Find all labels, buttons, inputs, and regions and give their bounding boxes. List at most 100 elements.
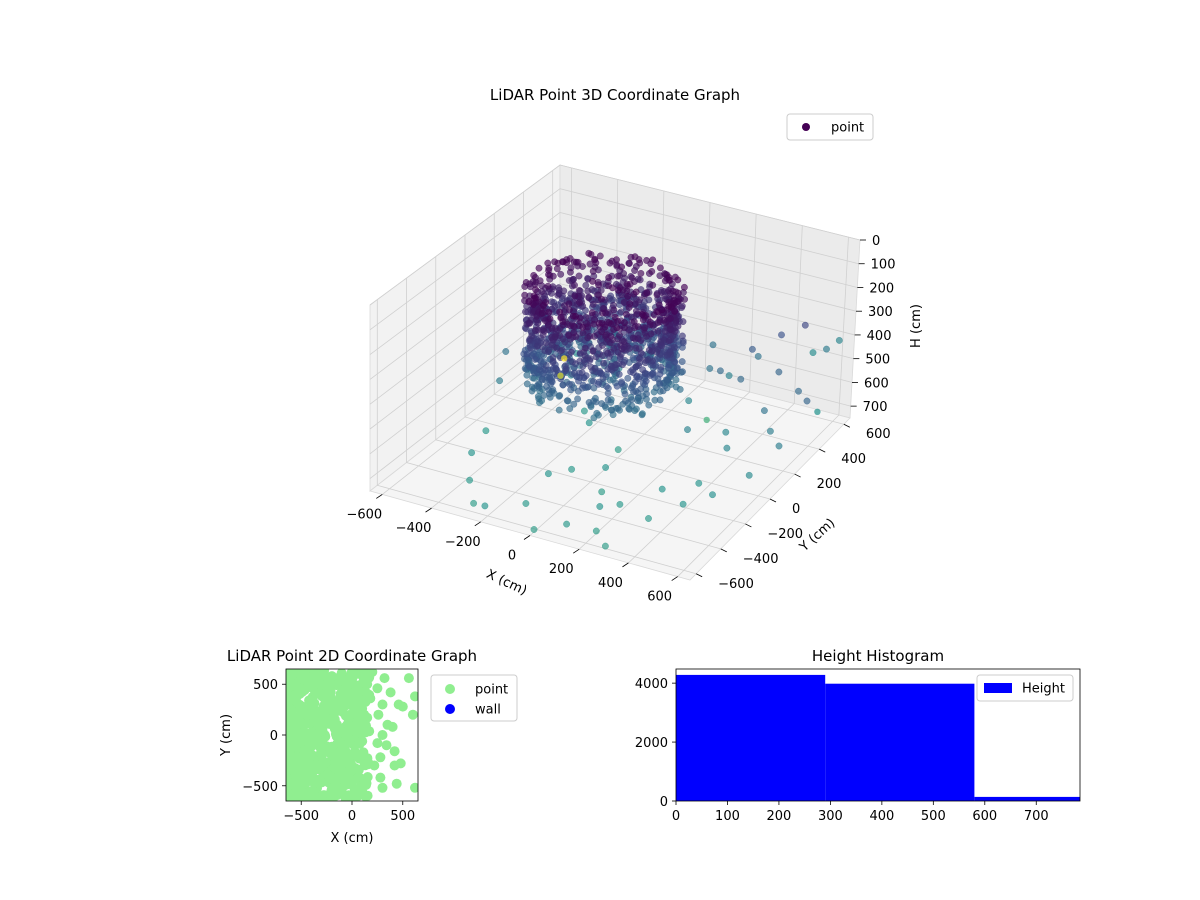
point-3d <box>571 292 579 300</box>
point-3d <box>576 298 583 306</box>
point-3d <box>666 276 674 284</box>
point-3d <box>589 347 597 354</box>
point-3d <box>468 449 475 457</box>
point-2d <box>316 747 326 758</box>
point-2d <box>387 721 398 732</box>
point-2d <box>353 765 364 775</box>
point-3d <box>649 281 657 289</box>
histogram-bar <box>974 796 1080 801</box>
point-2d <box>286 743 292 754</box>
tick-label-z-3d: 300 <box>868 305 893 320</box>
plot-frame-hist <box>675 668 1081 802</box>
point-3d <box>614 272 622 280</box>
point-2d <box>311 759 322 770</box>
point-3d <box>526 344 534 351</box>
tick-label-y-2d: 0 <box>270 729 278 744</box>
point-3d <box>641 324 648 332</box>
point-3d <box>596 252 604 260</box>
point-2d <box>334 737 345 748</box>
point-3d <box>645 401 653 409</box>
point-3d <box>567 348 575 356</box>
point-3d <box>567 386 575 394</box>
tick-x-3d <box>425 507 432 513</box>
point-3d <box>582 313 590 321</box>
point-3d <box>628 396 636 404</box>
point-3d <box>621 390 629 398</box>
grid-line-y <box>435 256 746 525</box>
point-3d <box>592 527 600 535</box>
point-2d <box>353 790 364 801</box>
grid-line-y <box>376 299 697 575</box>
point-3d <box>533 312 540 320</box>
point-2d <box>331 680 342 691</box>
point-2d <box>344 737 355 748</box>
point-3d <box>585 419 593 427</box>
point-2d <box>298 726 309 737</box>
grid-line-x <box>529 202 711 536</box>
point-3d <box>618 345 626 353</box>
tick-label-x-hist: 0 <box>672 809 680 824</box>
point-3d <box>632 344 640 352</box>
point-2d <box>286 691 297 702</box>
point-3d <box>614 317 622 325</box>
point-3d <box>725 372 733 379</box>
point-3d <box>602 464 609 471</box>
tick-label-y-hist: 0 <box>660 795 668 810</box>
point-2d <box>286 677 294 688</box>
point-3d <box>525 298 533 306</box>
point-3d <box>588 309 596 317</box>
legend-swatch-hist <box>984 683 1012 693</box>
point-2d <box>337 694 348 705</box>
tick-label-z-3d: 0 <box>872 234 880 249</box>
point-3d <box>545 470 552 478</box>
point-3d <box>703 416 710 424</box>
point-2d <box>410 691 418 702</box>
grid-line-x <box>578 214 757 550</box>
point-2d <box>286 760 297 771</box>
grid-line-y <box>464 235 771 500</box>
point-3d <box>556 308 563 316</box>
point-3d <box>656 370 664 378</box>
histogram-panel: Height Histogram 0 100 200 300 400 500 600 7000… <box>635 647 1081 824</box>
point-3d <box>636 276 644 284</box>
point-3d <box>631 267 638 274</box>
point-3d <box>627 368 634 376</box>
point-3d <box>563 397 571 405</box>
points-3d <box>466 249 843 550</box>
tick-label-y-2d: −500 <box>242 780 278 795</box>
legend-marker-point-2d <box>445 684 455 694</box>
point-3d <box>542 362 550 369</box>
point-2d <box>391 778 402 789</box>
point-3d <box>709 341 717 349</box>
point-3d <box>645 515 652 522</box>
point-3d <box>709 491 716 499</box>
point-3d <box>538 282 546 290</box>
point-2d <box>317 689 327 700</box>
tick-label-y-3d: −600 <box>718 577 754 592</box>
point-2d <box>340 675 351 686</box>
point-2d <box>291 682 302 693</box>
point-3d <box>540 301 547 309</box>
point-3d <box>809 349 817 356</box>
points-2d <box>286 669 418 801</box>
bars-hist <box>676 674 1080 801</box>
point-3d <box>616 500 624 508</box>
point-3d <box>678 358 686 365</box>
point-3d <box>614 446 622 453</box>
point-3d <box>636 355 643 362</box>
tick-label-x-3d: 600 <box>647 590 672 605</box>
point-3d <box>684 426 691 433</box>
point-3d <box>523 380 531 388</box>
point-3d <box>598 400 606 407</box>
point-2d <box>319 669 330 676</box>
tick-label-x-2d: 0 <box>348 809 356 824</box>
point-3d <box>591 256 598 264</box>
point-3d <box>531 294 539 302</box>
point-3d <box>575 286 583 294</box>
legend-frame-hist <box>976 674 1074 702</box>
point-2d <box>377 699 388 710</box>
point-2d <box>304 695 315 706</box>
point-3d <box>681 283 688 291</box>
point-3d <box>665 337 673 345</box>
point-2d <box>287 714 298 725</box>
